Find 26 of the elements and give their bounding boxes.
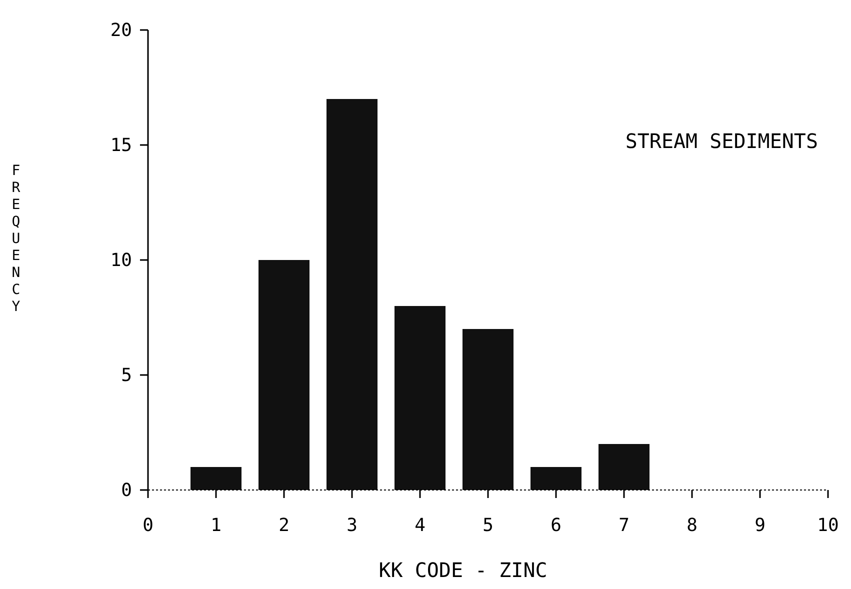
x-tick-label: 6: [550, 514, 562, 536]
x-tick-label: 10: [817, 514, 839, 536]
x-tick-label: 5: [482, 514, 494, 536]
x-tick-label: 1: [210, 514, 222, 536]
bar: [190, 467, 242, 490]
bar: [598, 444, 650, 490]
x-tick-label: 8: [686, 514, 698, 536]
x-tick-label: 2: [278, 514, 290, 536]
bar: [394, 306, 446, 490]
x-tick-label: 0: [142, 514, 154, 536]
x-tick-label: 3: [346, 514, 358, 536]
text: FREQUENCY: [12, 163, 20, 315]
x-tick-label: 4: [414, 514, 426, 536]
bar: [462, 329, 514, 490]
y-tick-label: 0: [121, 480, 132, 501]
y-tick-label: 5: [121, 364, 132, 386]
x-tick-label: 7: [618, 514, 630, 536]
x-tick-label: 9: [754, 514, 766, 536]
bar: [258, 260, 310, 490]
x-axis-title: KK CODE - ZINC: [378, 558, 548, 582]
bar: [326, 99, 378, 490]
y-tick-label: 20: [110, 20, 132, 41]
bar: [530, 467, 582, 490]
annotation: STREAM SEDIMENTS: [625, 129, 818, 153]
y-tick-label: 10: [110, 250, 132, 271]
y-tick-label: 15: [110, 134, 132, 156]
